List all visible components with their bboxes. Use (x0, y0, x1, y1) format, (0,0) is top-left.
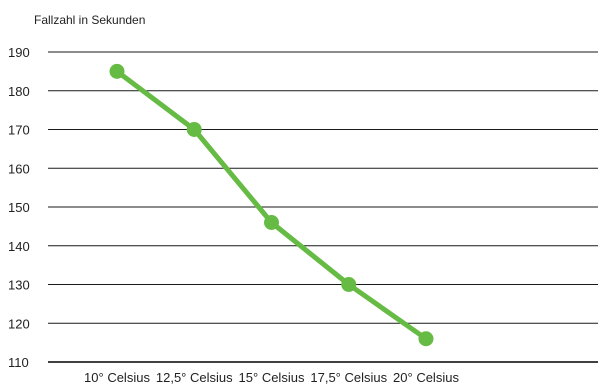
data-point (341, 277, 357, 292)
y-tick-label: 160 (8, 161, 30, 176)
data-point (264, 215, 279, 230)
x-tick-label: 15° Celsius (239, 370, 305, 385)
data-point (186, 122, 202, 137)
y-tick-label: 190 (8, 45, 30, 60)
grid-lines (48, 51, 598, 324)
y-tick-label: 180 (8, 84, 30, 99)
x-tick-label: 12,5° Celsius (156, 370, 233, 385)
y-tick-label: 130 (8, 278, 30, 293)
y-tick-label: 140 (8, 239, 30, 254)
y-tick-label: 110 (8, 355, 29, 370)
y-axis-label: Fallzahl in Sekunden (34, 13, 145, 27)
x-tick-label: 20° Celsius (393, 370, 459, 385)
y-tick-label: 170 (8, 123, 30, 138)
data-point (418, 331, 434, 347)
data-point (109, 63, 125, 79)
y-tick-label: 120 (8, 316, 30, 331)
x-tick-labels: 10° Celsius 12,5° Celsius 15° Celsius 17,5°… (84, 370, 459, 385)
series-group (109, 63, 434, 347)
y-tick-labels: 190 180 170 160 150 140 130 120 110 (8, 45, 30, 370)
x-tick-label: 17,5° Celsius (310, 370, 387, 385)
y-tick-label: 150 (8, 200, 30, 215)
x-tick-label: 10° Celsius (84, 370, 150, 385)
series-line (114, 68, 429, 342)
